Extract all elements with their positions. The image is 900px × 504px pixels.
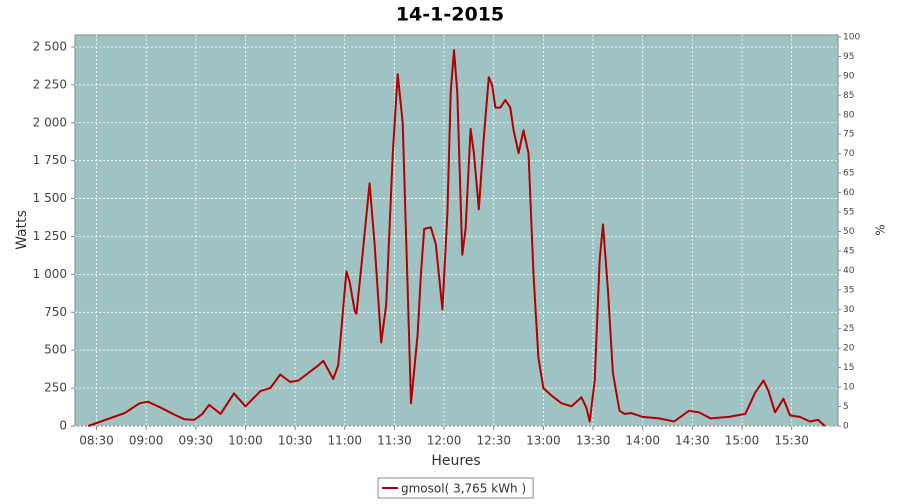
x-tick-label: 12:30 (476, 434, 511, 448)
legend: gmosol( 3,765 kWh ) (377, 477, 534, 499)
y2-tick-label: 35 (843, 285, 854, 295)
y-tick-label: 1 250 (33, 229, 67, 243)
y2-tick-label: 45 (843, 246, 854, 256)
x-tick-label: 10:00 (228, 434, 263, 448)
legend-box (377, 477, 534, 499)
y2-tick-label: 50 (843, 227, 855, 237)
y2-tick-label: 0 (843, 422, 849, 432)
y2-tick-label: 25 (843, 324, 854, 334)
x-tick-label: 11:00 (327, 434, 362, 448)
y2-tick-label: 30 (843, 305, 855, 315)
series-line (87, 49, 826, 427)
y2-tick-label: 55 (843, 208, 854, 218)
plot-area (74, 34, 839, 427)
x-tick-label: 15:30 (774, 434, 809, 448)
y2-tick-label: 70 (843, 149, 855, 159)
y2-tick-label: 85 (843, 91, 854, 101)
y-tick-label: 1 500 (33, 191, 67, 205)
y-tick-label: 2 000 (33, 115, 67, 129)
y2-tick-label: 65 (843, 169, 854, 179)
y2-tick-label: 90 (843, 71, 855, 81)
y2-tick-label: 40 (843, 266, 855, 276)
x-tick-label: 13:00 (526, 434, 561, 448)
x-tick-label: 14:00 (625, 434, 660, 448)
x-tick-label: 08:30 (79, 434, 114, 448)
x-tick-label: 09:30 (179, 434, 214, 448)
x-tick-label: 09:00 (129, 434, 164, 448)
y2-tick-label: 10 (843, 383, 855, 393)
y2-tick-label: 15 (843, 363, 854, 373)
y2-tick-label: 80 (843, 110, 855, 120)
y2-tick-label: 5 (843, 402, 849, 412)
y-tick-label: 250 (44, 381, 67, 395)
y-tick-label: 500 (44, 343, 67, 357)
x-tick-label: 10:30 (278, 434, 313, 448)
y-axis-label: Watts (14, 210, 30, 250)
x-tick-label: 13:30 (576, 434, 611, 448)
chart-title: 14-1-2015 (396, 4, 504, 26)
legend-label: gmosol( 3,765 kWh ) (401, 482, 526, 496)
y2-tick-label: 100 (843, 32, 860, 42)
y2-axis-label: % (874, 224, 888, 235)
y-tick-label: 2 500 (33, 39, 67, 53)
y2-tick-label: 20 (843, 344, 855, 354)
x-tick-label: 14:30 (675, 434, 710, 448)
x-tick-label: 12:00 (427, 434, 462, 448)
y2-tick-label: 75 (843, 130, 854, 140)
x-axis-label: Heures (431, 453, 480, 469)
y-tick-label: 2 250 (33, 77, 67, 91)
y-tick-label: 1 750 (33, 153, 67, 167)
y-tick-label: 750 (44, 305, 67, 319)
y-tick-label: 1 000 (33, 267, 67, 281)
x-tick-label: 15:00 (725, 434, 760, 448)
y2-tick-label: 95 (843, 52, 854, 62)
y-tick-label: 0 (59, 419, 67, 433)
y2-tick-label: 60 (843, 188, 855, 198)
x-tick-label: 11:30 (377, 434, 412, 448)
